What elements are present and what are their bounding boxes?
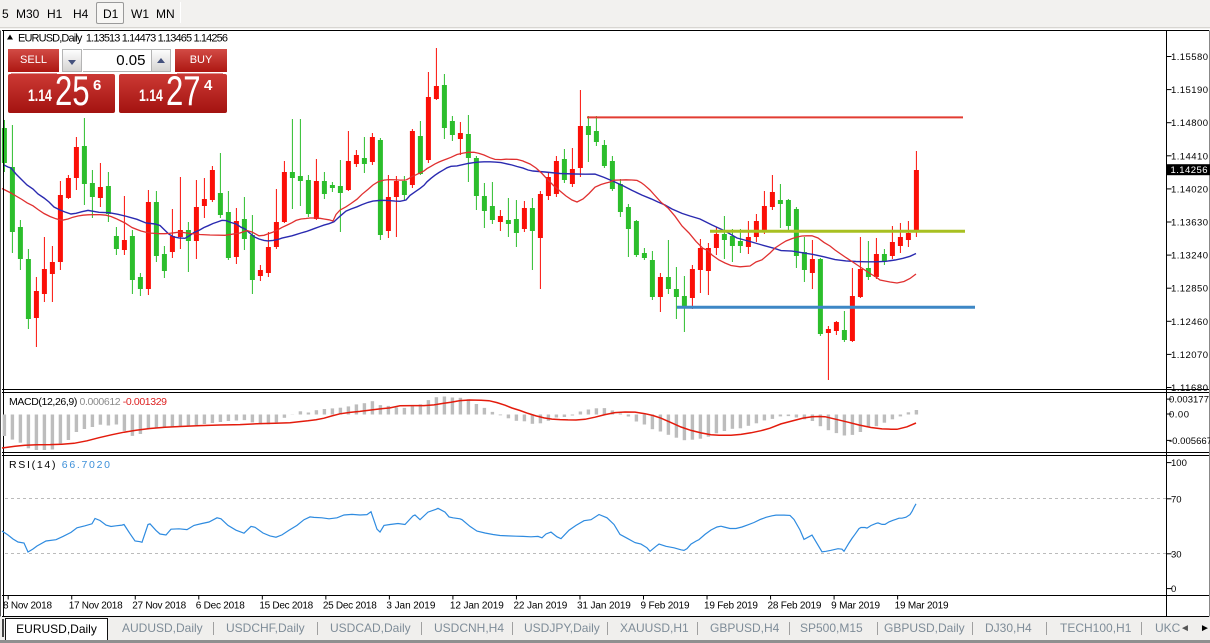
svg-text:17 Nov 2018: 17 Nov 2018 [69,601,123,612]
svg-text:1.12460: 1.12460 [1171,317,1208,328]
svg-text:0.003177: 0.003177 [1169,395,1209,406]
svg-text:1.14256: 1.14256 [1171,165,1208,176]
svg-text:9 Feb 2019: 9 Feb 2019 [641,601,690,612]
svg-text:1.12850: 1.12850 [1171,284,1208,295]
svg-text:1.13630: 1.13630 [1171,218,1208,229]
svg-text:19 Feb 2019: 19 Feb 2019 [704,601,758,612]
svg-text:30: 30 [1171,549,1182,560]
svg-text:25 Dec 2018: 25 Dec 2018 [323,601,377,612]
svg-text:22 Jan 2019: 22 Jan 2019 [513,601,567,612]
svg-text:1.15190: 1.15190 [1171,85,1208,96]
svg-text:70: 70 [1171,494,1182,505]
svg-text:1.14020: 1.14020 [1171,184,1208,195]
svg-text:12 Jan 2019: 12 Jan 2019 [450,601,504,612]
svg-text:100: 100 [1171,458,1187,469]
svg-text:1.11680: 1.11680 [1171,383,1208,394]
svg-text:3 Jan 2019: 3 Jan 2019 [386,601,435,612]
svg-text:19 Mar 2019: 19 Mar 2019 [895,601,949,612]
svg-text:1.14410: 1.14410 [1171,151,1208,162]
svg-text:0.00: 0.00 [1169,410,1189,421]
svg-text:28 Feb 2019: 28 Feb 2019 [768,601,822,612]
svg-text:1.12070: 1.12070 [1171,350,1208,361]
svg-text:EURUSD,Daily 1.13513 1.14473: EURUSD,Daily 1.13513 1.14473 1.13465 1.1… [18,33,228,45]
svg-text:-0.005667: -0.005667 [1169,436,1210,447]
svg-text:1.15580: 1.15580 [1171,52,1208,63]
svg-text:0: 0 [1171,584,1176,595]
svg-text:RSI(14) 66.7020: RSI(14) 66.7020 [9,459,110,471]
svg-text:31 Jan 2019: 31 Jan 2019 [577,601,631,612]
svg-text:9 Mar 2019: 9 Mar 2019 [831,601,880,612]
svg-text:1.14800: 1.14800 [1171,118,1208,129]
svg-text:27 Nov 2018: 27 Nov 2018 [132,601,186,612]
svg-text:15 Dec 2018: 15 Dec 2018 [259,601,313,612]
svg-text:8 Nov 2018: 8 Nov 2018 [3,601,52,612]
svg-text:MACD(12,26,9) 0.000612 -0.0013: MACD(12,26,9) 0.000612 -0.001329 [9,396,167,408]
svg-text:1.13240: 1.13240 [1171,251,1208,262]
svg-text:6 Dec 2018: 6 Dec 2018 [196,601,245,612]
